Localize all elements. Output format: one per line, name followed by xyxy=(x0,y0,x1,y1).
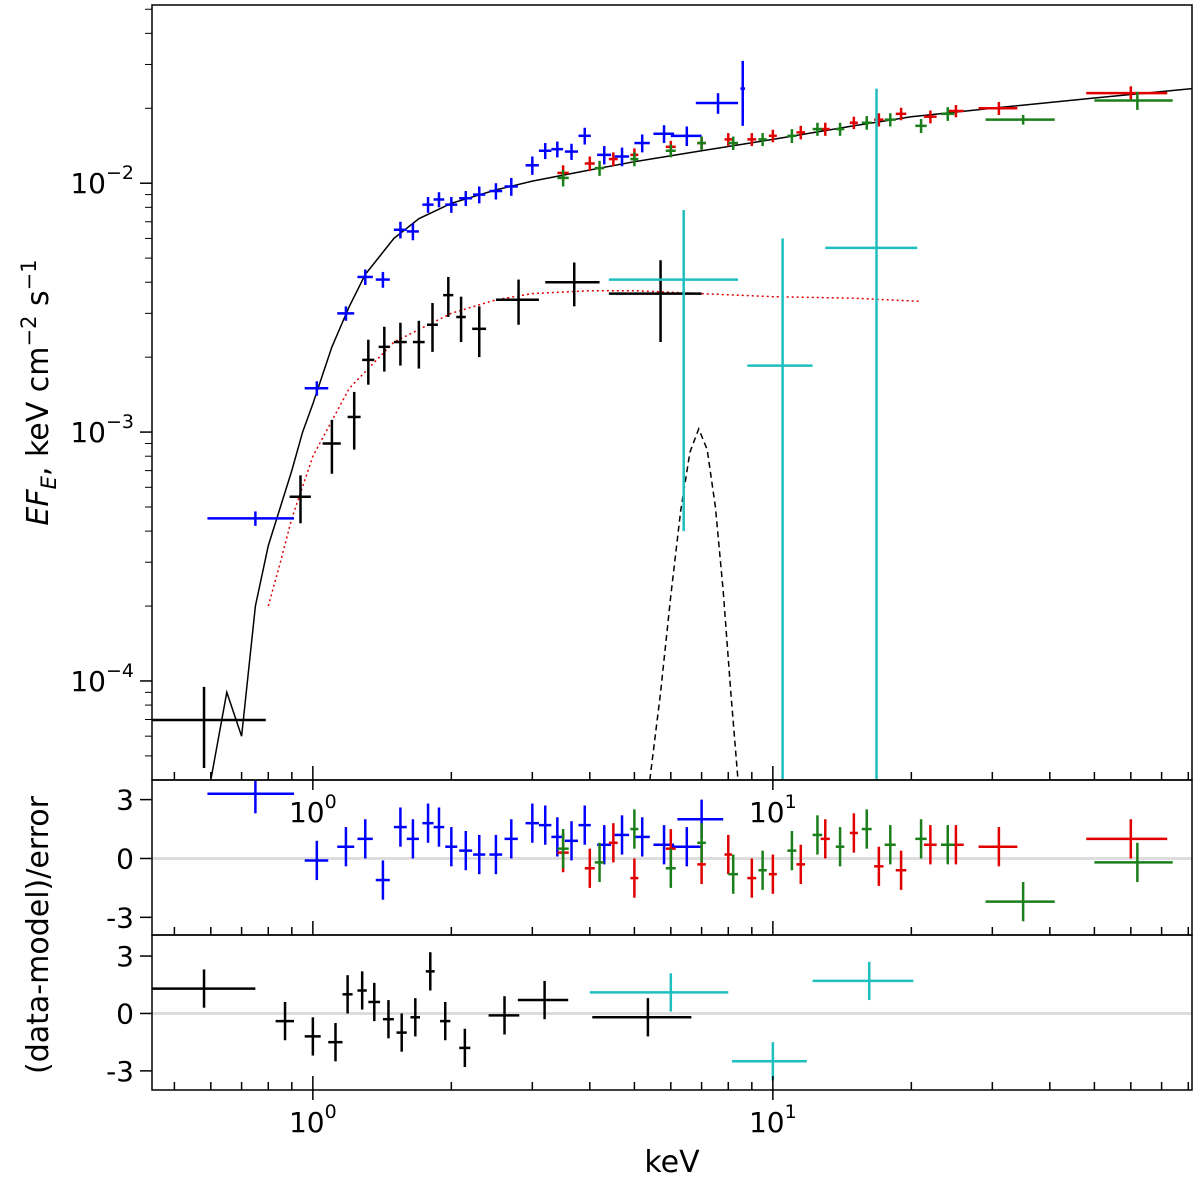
y-tick-label: 0 xyxy=(116,842,134,875)
label-part: s xyxy=(21,290,56,315)
y-tick-label: 10−3 xyxy=(70,411,134,449)
tick-exp: −3 xyxy=(106,411,134,433)
tick-exp: −2 xyxy=(106,162,134,184)
panel-frame xyxy=(151,934,1193,1091)
y-tick-label: 0 xyxy=(116,997,134,1030)
y-tick-label: 10−2 xyxy=(70,162,134,200)
tick-exp: 0 xyxy=(325,1101,337,1123)
x-axis-label: keV xyxy=(644,1145,700,1180)
tick-exp: 0 xyxy=(325,791,337,813)
y-axis-label: EFE, keV cm−2 s−1 xyxy=(17,259,61,525)
tick-exp: 1 xyxy=(785,1101,797,1123)
x-tick-label: 101 xyxy=(749,791,797,829)
tick-base: 10 xyxy=(70,167,106,200)
panel-frame xyxy=(151,4,1193,781)
plot-area xyxy=(152,780,1192,922)
tick-exp: −4 xyxy=(106,660,134,682)
tick-base: 10 xyxy=(289,1106,325,1139)
model-line xyxy=(649,426,739,780)
model-line xyxy=(267,289,922,607)
label-part: E xyxy=(37,475,61,489)
label-part: −2 xyxy=(17,316,41,347)
tick-base: 10 xyxy=(749,796,785,829)
x-tick-label: 101 xyxy=(749,1101,797,1139)
y-tick-label: -3 xyxy=(106,901,134,934)
plot-area xyxy=(152,952,1192,1081)
label-part: , keV cm xyxy=(21,347,56,477)
label-part: EF xyxy=(21,489,56,526)
tick-base: 10 xyxy=(289,796,325,829)
y-tick-label: 3 xyxy=(116,940,134,973)
plot-area xyxy=(152,60,1192,780)
y-tick-label: 10−4 xyxy=(70,660,134,698)
y-axis-label: (data-model)/error xyxy=(21,795,56,1074)
y-tick-label: -3 xyxy=(106,1055,134,1088)
x-tick-label: 100 xyxy=(289,791,337,829)
tick-base: 10 xyxy=(749,1106,785,1139)
tick-base: 10 xyxy=(70,416,106,449)
x-tick-label: 100 xyxy=(289,1101,337,1139)
tick-base: 10 xyxy=(70,665,106,698)
y-tick-label: 3 xyxy=(116,784,134,817)
tick-exp: 1 xyxy=(785,791,797,813)
label-part: −1 xyxy=(17,259,41,290)
